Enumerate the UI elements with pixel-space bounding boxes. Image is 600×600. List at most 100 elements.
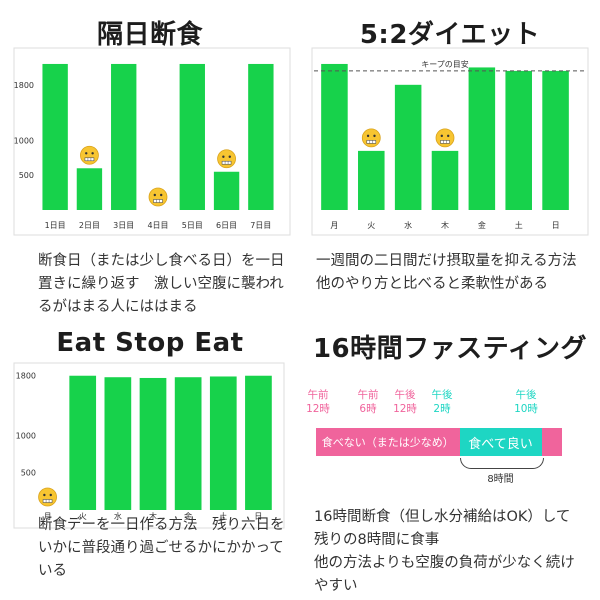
x-tick-label: 木 bbox=[149, 511, 157, 521]
x-tick-label: 月 bbox=[44, 512, 52, 521]
face-eye bbox=[447, 134, 450, 138]
segment-label: 食べて良い bbox=[468, 436, 533, 452]
x-tick-label: 日 bbox=[552, 221, 560, 230]
segment-label: 食べない（または少なめ） bbox=[321, 436, 454, 449]
bar-6日目 bbox=[213, 171, 240, 210]
face-eye bbox=[91, 152, 94, 155]
bar-土 bbox=[209, 376, 237, 510]
bar-2日目 bbox=[76, 168, 103, 210]
panel-eat-stop-eat: Eat Stop Eat 500 1000 1800 月 火 水 木 金 土 日 断食デーを一日作… bbox=[0, 320, 300, 600]
x-tick-label: 土 bbox=[515, 220, 523, 230]
x-tick-label: 水 bbox=[114, 511, 122, 521]
face-mouth bbox=[42, 499, 53, 503]
panel-title: 隔日断食 bbox=[96, 20, 203, 50]
bar-水 bbox=[104, 377, 132, 510]
panel-description: 断食日（または少し食べる日）を一日 置きに繰り返す 激しい空腹に襲われ るがはま… bbox=[38, 253, 285, 315]
bar-月 bbox=[321, 63, 348, 210]
face-circle bbox=[38, 487, 57, 507]
fasting-face-icon bbox=[217, 149, 236, 169]
panel-title: 16時間ファスティング bbox=[312, 334, 588, 364]
x-tick-label: 木 bbox=[441, 220, 449, 230]
face-eye bbox=[153, 193, 156, 197]
panel-alternate-day-fasting: 隔日断食 500 1000 1800 1日目 2日目 3日目 4日目 5日目 6日目 7日目 断食… bbox=[0, 0, 300, 320]
panel-title: Eat Stop Eat bbox=[56, 328, 244, 358]
y-tick-label: 1000 bbox=[16, 431, 36, 440]
y-tick-label: 500 bbox=[21, 469, 36, 478]
bar-7日目 bbox=[248, 63, 274, 210]
face-circle bbox=[361, 128, 381, 148]
panel-16-hour-fasting: 16時間ファスティング 午前 12時 午前 6時 午後 12時 午後 2時 午後 10時… bbox=[300, 320, 600, 600]
face-eye bbox=[366, 134, 370, 138]
timeline-segment: 食べない（または少なめ） bbox=[316, 428, 460, 456]
face-mouth bbox=[153, 199, 163, 203]
x-tick-label: 日 bbox=[254, 512, 262, 521]
x-tick-label: 2日目 bbox=[79, 221, 100, 230]
panel-description: 断食デーを一日作る方法 残り六日を いかに普段通り過ごせるかにかかって いる bbox=[38, 517, 285, 579]
x-tick-label: 土 bbox=[219, 511, 227, 521]
bar-5日目 bbox=[179, 63, 205, 210]
chart-frame bbox=[13, 362, 285, 529]
timeline-segment: 食べて良い bbox=[459, 428, 542, 456]
timeline-segment bbox=[541, 428, 562, 456]
span-label: 8時間 bbox=[487, 474, 514, 485]
face-mouth bbox=[84, 157, 95, 162]
face-circle bbox=[148, 187, 168, 207]
bar-3日目 bbox=[111, 63, 137, 210]
x-tick-label: 7日目 bbox=[250, 221, 271, 230]
y-tick-label: 1800 bbox=[16, 372, 36, 381]
bar-火 bbox=[69, 375, 97, 510]
panel-description: 16時間断食（但し水分補給はOK）して 残りの8時間に食事 他の方法よりも空腹の… bbox=[314, 509, 575, 594]
face-eye bbox=[85, 152, 88, 155]
bar-chart-5-2: 月 火 水 木 金 土 日 キープの目安 bbox=[311, 47, 589, 236]
bar-日 bbox=[542, 70, 569, 210]
time-label: 午後 12時 bbox=[393, 389, 417, 415]
time-label: 午前 12時 bbox=[306, 389, 330, 415]
face-circle bbox=[80, 145, 99, 165]
bar-土 bbox=[505, 70, 532, 210]
x-tick-label: 3日目 bbox=[113, 221, 134, 230]
face-mouth bbox=[366, 140, 377, 144]
x-tick-label: 4日目 bbox=[147, 221, 168, 230]
x-tick-label: 火 bbox=[367, 221, 375, 230]
fasting-face-icon bbox=[435, 128, 455, 148]
x-tick-label: 火 bbox=[79, 512, 87, 521]
x-tick-label: 金 bbox=[478, 220, 486, 230]
y-tick-label: 1800 bbox=[14, 81, 34, 90]
chart-frame bbox=[13, 47, 291, 236]
panel-description: 一週間の二日間だけ摂取量を抑える方法 他のやり方と比べると柔軟性がある bbox=[316, 253, 577, 292]
y-tick-label: 500 bbox=[19, 171, 34, 180]
bar-chart-alternate-day: 500 1000 1800 1日目 2日目 3日目 4日目 5日目 6日目 7日目 bbox=[13, 47, 291, 236]
fasting-face-icon bbox=[38, 487, 57, 507]
panel-5-2-diet: 5:2ダイエット 月 火 水 木 金 土 日 キープの目安 一週間の二日間だけ摂取量を抑える方… bbox=[300, 0, 600, 320]
reference-line-label: キープの目安 bbox=[421, 59, 469, 69]
face-eye bbox=[222, 155, 225, 158]
x-tick-label: 金 bbox=[184, 511, 192, 521]
bar-chart-eat-stop-eat: 500 1000 1800 月 火 水 木 金 土 日 bbox=[13, 362, 285, 529]
face-eye bbox=[160, 193, 163, 197]
x-tick-label: 水 bbox=[404, 220, 412, 230]
fasting-face-icon bbox=[148, 187, 168, 207]
fasting-timeline: 午前 12時 午前 6時 午後 12時 午後 2時 午後 10時食べない（または少なめ）… bbox=[300, 388, 600, 498]
bar-水 bbox=[394, 84, 422, 210]
face-eye bbox=[440, 134, 443, 138]
x-tick-label: 6日目 bbox=[216, 221, 237, 230]
fasting-face-icon bbox=[80, 145, 99, 165]
time-label: 午後 2時 bbox=[431, 389, 453, 415]
bar-日 bbox=[245, 375, 272, 510]
face-mouth bbox=[221, 160, 232, 165]
bar-金 bbox=[174, 377, 202, 510]
time-label: 午前 6時 bbox=[357, 389, 379, 415]
time-label: 午後 10時 bbox=[514, 389, 538, 415]
face-eye bbox=[43, 493, 46, 497]
panel-title: 5:2ダイエット bbox=[359, 20, 541, 50]
face-eye bbox=[49, 493, 52, 497]
fasting-face-icon bbox=[361, 128, 381, 148]
span-bracket bbox=[459, 458, 544, 469]
chart-frame bbox=[311, 47, 589, 236]
x-tick-label: 1日目 bbox=[45, 221, 66, 230]
bar-1日目 bbox=[42, 63, 68, 210]
bar-金 bbox=[468, 67, 496, 210]
bar-木 bbox=[139, 377, 167, 510]
face-circle bbox=[217, 149, 236, 169]
x-tick-label: 5日目 bbox=[182, 221, 203, 230]
